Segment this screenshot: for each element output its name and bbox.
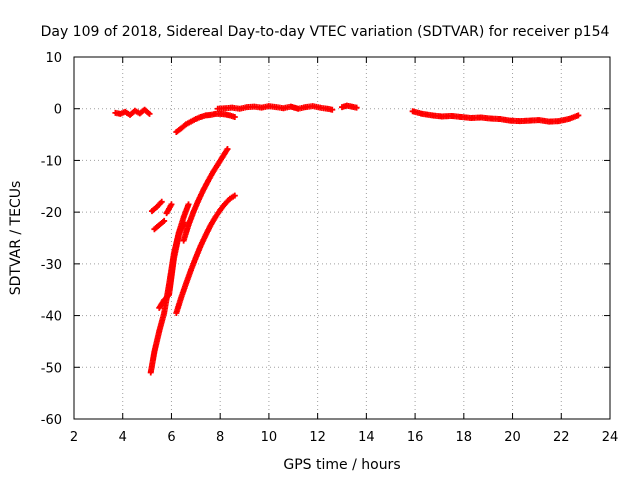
x-tick-label: 22 (553, 430, 570, 445)
data-point (224, 146, 231, 153)
x-tick-label: 24 (602, 430, 619, 445)
x-tick-label: 10 (261, 430, 278, 445)
x-tick-label: 12 (309, 430, 326, 445)
series-rise-to-zero (173, 110, 238, 135)
series-arc-c (156, 219, 187, 311)
gridlines (74, 57, 610, 419)
data-points (112, 102, 582, 376)
axis-ticks: 2 4 6 8 10 12 14 16 18 20 22 24100-10-20-30-40-50-6… (41, 51, 619, 445)
x-tick-label: 18 (456, 430, 473, 445)
x-axis-label: GPS time / hours (283, 457, 400, 473)
data-point (168, 201, 175, 208)
series-late-near-zero (409, 108, 582, 125)
x-tick-label: 4 (119, 430, 127, 445)
data-point (353, 104, 360, 111)
data-point (180, 219, 187, 226)
y-tick-label: -20 (41, 206, 62, 221)
x-tick-label: 2 (70, 430, 78, 445)
series-early-near-zero (112, 106, 153, 118)
series-short-segment-3 (163, 201, 175, 217)
y-axis-label: SDTVAR / TECUs (8, 181, 24, 296)
x-tick-label: 16 (407, 430, 424, 445)
x-tick-label: 14 (358, 430, 375, 445)
data-point (161, 217, 168, 224)
series-arc-b (173, 192, 238, 316)
data-point (185, 201, 192, 208)
y-tick-label: -40 (41, 310, 62, 325)
series-near-zero-mid (214, 103, 336, 113)
x-tick-label: 20 (504, 430, 521, 445)
series-near-zero-short (339, 102, 360, 111)
x-tick-label: 8 (216, 430, 224, 445)
plot-frame (73, 56, 611, 420)
y-tick-label: -10 (41, 154, 62, 169)
data-point (575, 112, 582, 119)
x-tick-label: 6 (167, 430, 175, 445)
data-point (231, 192, 238, 199)
series-arc-a (180, 146, 231, 244)
y-tick-label: 10 (45, 51, 62, 66)
series-short-segment-2 (151, 217, 168, 233)
chart-title: Day 109 of 2018, Sidereal Day-to-day VTE… (41, 24, 610, 40)
y-tick-label: 0 (54, 103, 62, 118)
data-point (146, 110, 153, 117)
y-tick-label: -30 (41, 258, 62, 273)
data-point (231, 113, 238, 120)
y-tick-label: -60 (41, 413, 62, 428)
y-tick-label: -50 (41, 361, 62, 376)
data-point (158, 198, 165, 205)
data-point (329, 106, 336, 113)
series-short-segment-1 (148, 198, 165, 215)
